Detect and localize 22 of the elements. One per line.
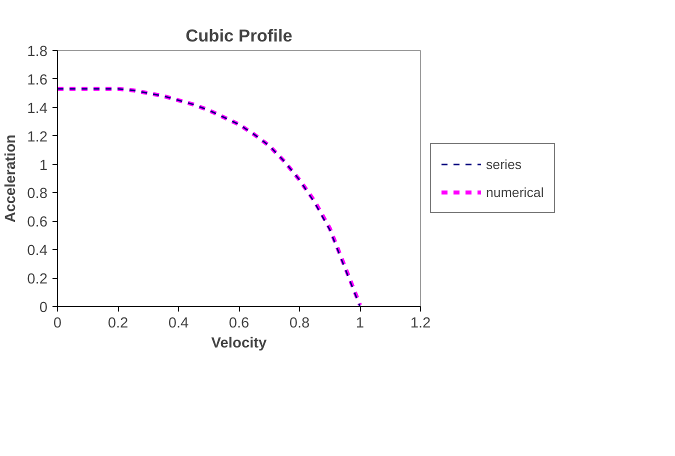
x-tick-label: 0.4	[168, 316, 189, 332]
x-tick-label: 0.8	[289, 316, 310, 332]
x-tick-label: 1.2	[410, 316, 431, 332]
chart-title: Cubic Profile	[186, 26, 293, 46]
x-tick-label: 0.2	[108, 316, 128, 332]
x-axis-title: Velocity	[211, 336, 268, 352]
y-axis-title: Acceleration	[3, 134, 20, 222]
y-tick-label: 0.2	[27, 272, 48, 288]
y-tick-label: 1	[39, 158, 48, 174]
y-tick-label: 1.8	[27, 44, 48, 60]
y-tick-label: 1.4	[27, 100, 48, 117]
x-tick-label: 0.6	[228, 316, 250, 332]
x-tick-label: 0	[53, 316, 62, 332]
legend-label: numerical	[486, 184, 544, 200]
x-tick-label: 1	[356, 316, 364, 332]
y-tick-label: 0.8	[27, 186, 48, 202]
y-tick-label: 1.2	[27, 129, 48, 146]
y-tick-label: 0	[39, 300, 48, 316]
y-tick-label: 0.6	[27, 214, 48, 231]
y-tick-label: 1.6	[27, 72, 48, 88]
y-tick-label: 0.4	[27, 243, 48, 260]
legend-label: series	[486, 156, 522, 172]
